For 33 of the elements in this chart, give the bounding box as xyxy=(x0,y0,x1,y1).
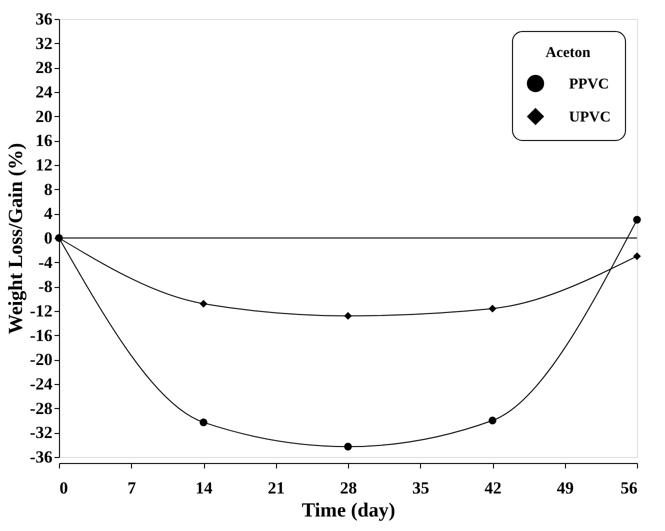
y-tick-label: -12 xyxy=(30,302,52,320)
y-tick-label: 0 xyxy=(44,228,52,248)
y-tick-label: 4 xyxy=(44,204,53,224)
y-tick-label: 24 xyxy=(36,82,53,102)
y-tick-label: -36 xyxy=(30,448,52,466)
y-axis-title: Weight Loss/Gain (%) xyxy=(4,142,27,334)
y-tick-label: 28 xyxy=(36,58,52,78)
x-axis-title: Time (day) xyxy=(302,500,396,522)
x-tick-label: 7 xyxy=(128,478,136,498)
y-tick-label: 8 xyxy=(44,180,52,199)
legend-title: Aceton xyxy=(546,45,592,61)
y-tick-label: 32 xyxy=(36,34,52,53)
legend-label: UPVC xyxy=(569,110,611,126)
legend-label: PPVC xyxy=(569,76,609,92)
x-tick-label: 56 xyxy=(620,478,638,498)
y-tick-label: -32 xyxy=(30,423,52,442)
y-tick-label: -8 xyxy=(38,277,52,296)
x-tick-label: 42 xyxy=(484,478,502,498)
y-tick-label: 20 xyxy=(36,106,52,126)
y-tick-label: -24 xyxy=(30,374,53,394)
y-tick-label: -4 xyxy=(38,252,53,272)
y-tick-label: -16 xyxy=(30,326,52,345)
y-tick-label: 12 xyxy=(36,156,52,174)
x-tick-label: 21 xyxy=(268,478,285,498)
x-tick-label: 28 xyxy=(340,478,357,498)
x-tick-label: 35 xyxy=(412,478,430,498)
y-tick-label: 16 xyxy=(36,131,52,150)
y-tick-label: -20 xyxy=(30,350,52,370)
x-tick-label: 0 xyxy=(60,478,68,498)
x-tick-label: 49 xyxy=(556,478,574,498)
y-tick-label: -28 xyxy=(30,398,52,418)
x-tick-label: 14 xyxy=(196,478,213,498)
y-tick-label: 36 xyxy=(36,10,52,28)
